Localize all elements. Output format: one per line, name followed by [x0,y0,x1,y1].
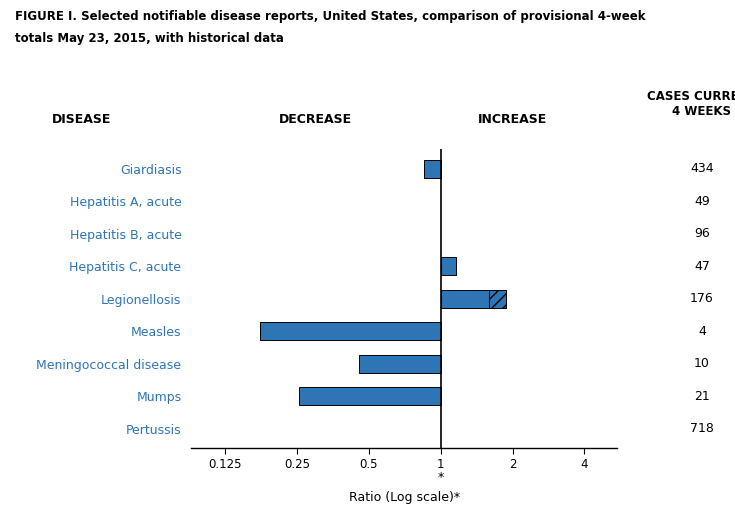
Bar [424,160,441,178]
Text: 4: 4 [698,324,706,338]
Text: 434: 434 [690,162,714,175]
Text: FIGURE I. Selected notifiable disease reports, United States, comparison of prov: FIGURE I. Selected notifiable disease re… [15,10,645,23]
X-axis label: Ratio (Log scale)*: Ratio (Log scale)* [348,491,460,504]
Bar [359,355,441,372]
Text: 47: 47 [694,260,710,273]
Text: 49: 49 [694,195,710,208]
Text: *: * [437,471,444,484]
Text: 176: 176 [690,292,714,305]
Text: 10: 10 [694,357,710,370]
Text: INCREASE: INCREASE [478,113,547,126]
Text: CASES CURRENT
4 WEEKS: CASES CURRENT 4 WEEKS [647,91,735,118]
Bar [441,290,506,307]
Bar [490,290,506,307]
Text: 718: 718 [690,422,714,435]
Text: DECREASE: DECREASE [279,113,353,126]
Bar [441,258,456,275]
Text: DISEASE: DISEASE [51,113,111,126]
Text: 96: 96 [694,227,710,241]
Text: totals May 23, 2015, with historical data: totals May 23, 2015, with historical dat… [15,32,284,45]
Bar [299,387,441,405]
Text: 21: 21 [694,390,710,403]
Bar [260,322,441,340]
